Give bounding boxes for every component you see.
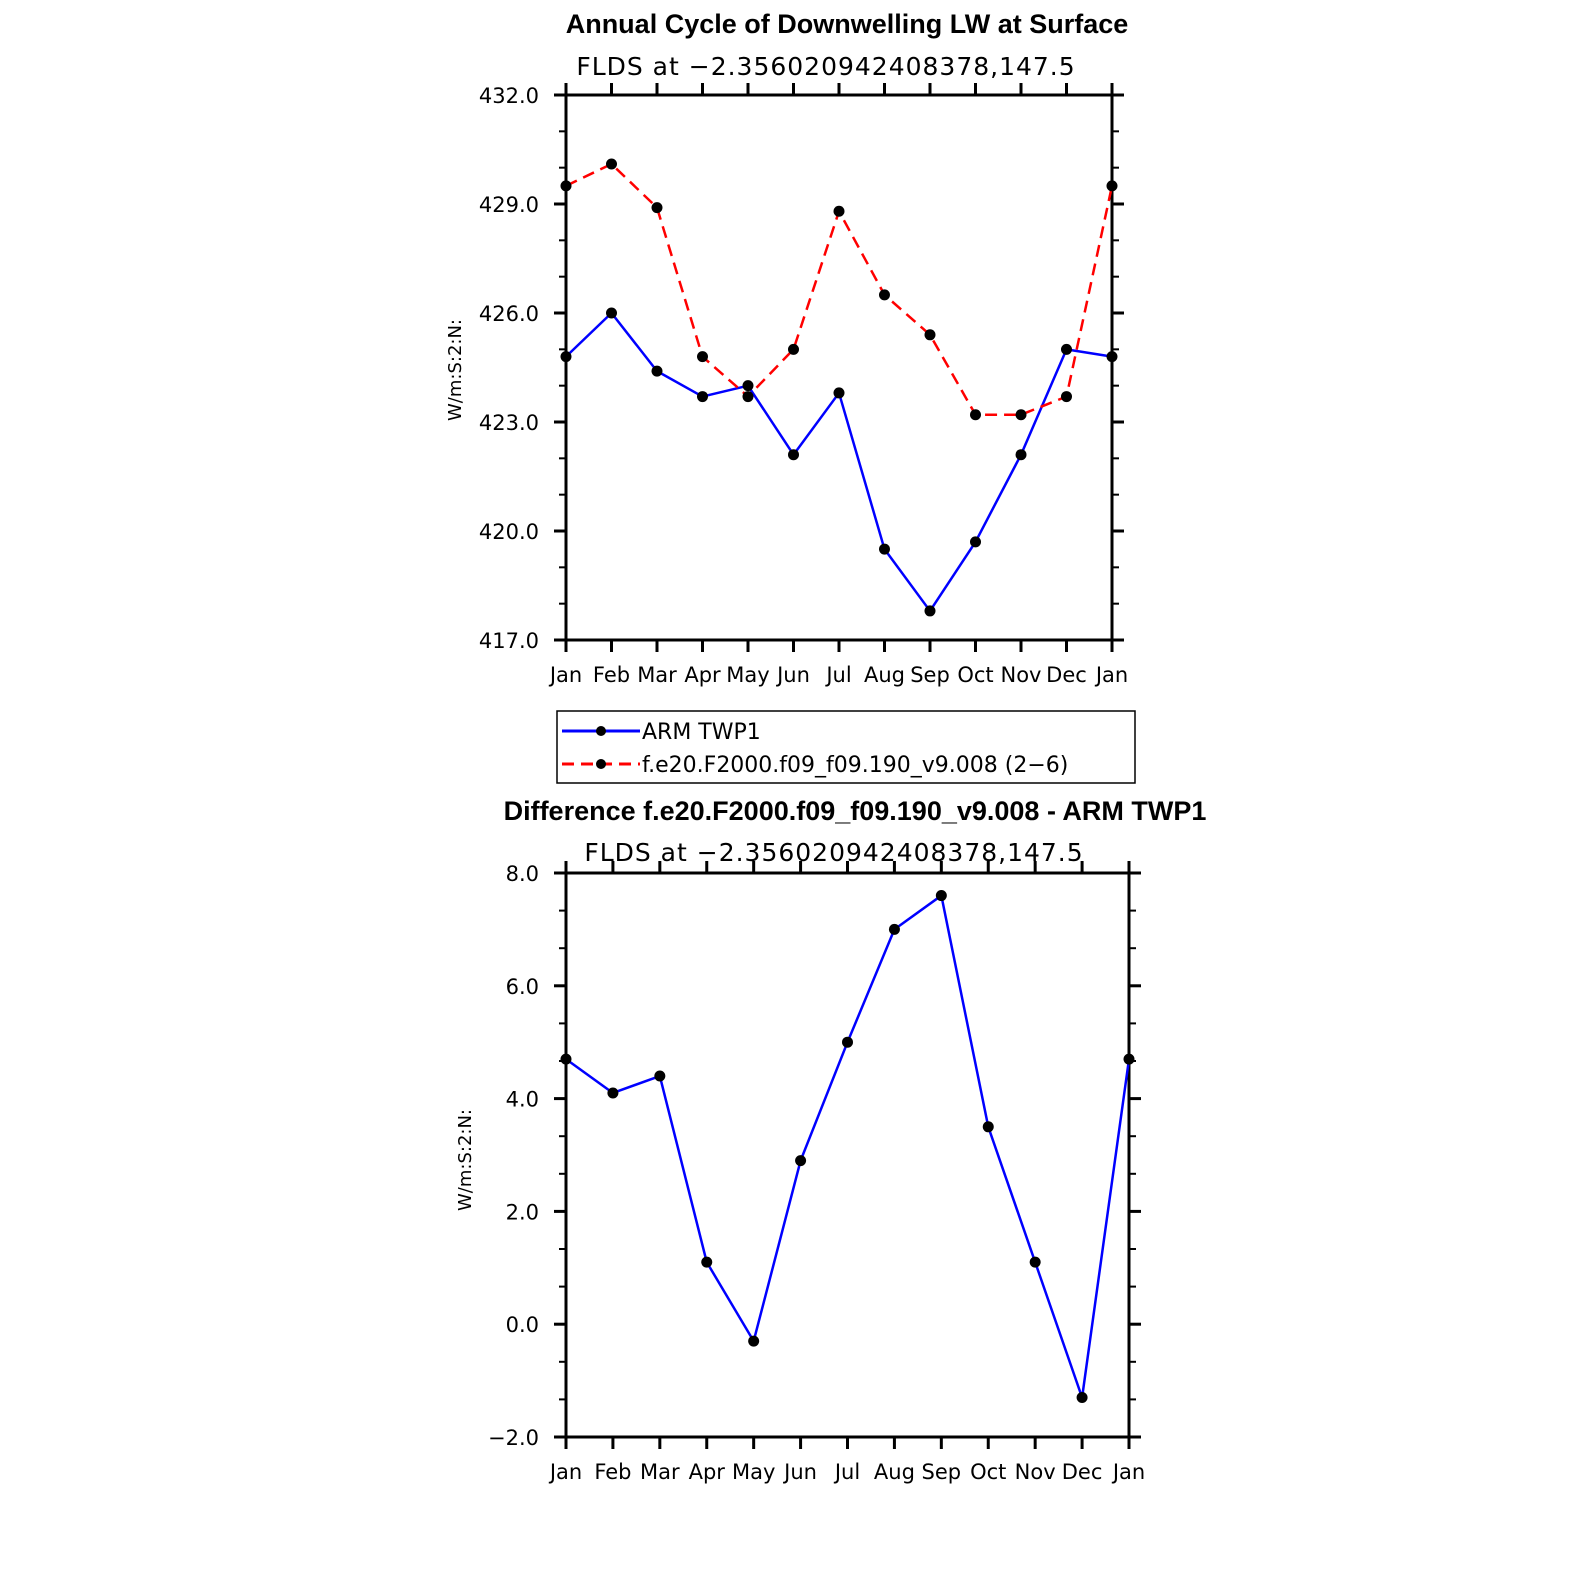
- chart1-data-point: [606, 158, 617, 170]
- chart2-data-point: [795, 1155, 807, 1167]
- chart1-plot-area: Jan Feb Mar Apr May Jun Jul Aug Sep Oct Nov Dec Jan 4…: [479, 83, 1128, 687]
- chart2-x-tick-label: Aug: [874, 1460, 915, 1484]
- legend-box: [556, 710, 1136, 784]
- chart2-x-tick-label: Dec: [1062, 1460, 1103, 1484]
- chart2-subtitle: FLDS at −2.356020942408378,147.5: [584, 838, 1083, 867]
- chart1-y-tick-label: 423.0: [479, 411, 539, 435]
- chart1-x-tick-label: Nov: [1001, 663, 1042, 687]
- chart1-data-point: [560, 351, 572, 363]
- legend-label-model: f.e20.F2000.f09_f09.190_v9.008 (2−6): [642, 753, 1068, 778]
- chart2-x-tick-label: Mar: [640, 1460, 680, 1484]
- chart1-data-point: [1015, 409, 1027, 421]
- chart2-x-tick-label: Feb: [594, 1460, 631, 1484]
- chart1-data-point: [651, 365, 663, 377]
- chart2-y-tick-label: −2.0: [488, 1426, 539, 1450]
- chart2-x-tick-label: Jun: [782, 1460, 817, 1484]
- chart1-x-tick-label: Mar: [637, 663, 677, 687]
- chart2-x-tick-label: Jan: [1111, 1460, 1145, 1484]
- chart1-x-tick-label: Oct: [957, 663, 993, 687]
- chart2-data-point: [701, 1256, 713, 1268]
- chart1-data-point: [879, 543, 890, 555]
- legend-marker-arm-twp1: [596, 726, 606, 736]
- chart2-x-tick-label: Apr: [689, 1460, 726, 1484]
- chart2-y-tick-label: 4.0: [506, 1088, 539, 1112]
- chart1-y-axis-label: W/m:S:2:N:: [445, 319, 466, 421]
- chart1-y-tick-label: 426.0: [479, 302, 539, 326]
- chart2-x-tick-label: Oct: [970, 1460, 1006, 1484]
- chart2-data-point: [560, 1053, 572, 1065]
- chart1-subtitle: FLDS at −2.356020942408378,147.5: [576, 52, 1075, 81]
- chart1-y-tick-label: 432.0: [479, 84, 539, 108]
- chart1-x-tick-label: Sep: [910, 663, 950, 687]
- chart1-data-point: [970, 409, 981, 421]
- chart2-y-tick-label: 2.0: [506, 1200, 539, 1224]
- chart2-data-point: [607, 1087, 619, 1099]
- chart1-series-line-0: [565, 311, 1113, 613]
- chart1-x-tick-label: Jul: [824, 663, 851, 687]
- chart2-x-tick-label: Nov: [1015, 1460, 1056, 1484]
- chart1-data-point: [1106, 351, 1118, 363]
- chart1-frame: [564, 93, 1114, 642]
- chart1-data-point: [788, 343, 799, 355]
- chart1-x-tick-label: Aug: [864, 663, 905, 687]
- chart1-data-point: [788, 449, 799, 461]
- chart2-y-tick-label: 0.0: [506, 1313, 539, 1337]
- chart1-data-point: [833, 205, 845, 217]
- legend-label-arm-twp1: ARM TWP1: [642, 720, 761, 745]
- chart2-data-point: [982, 1121, 994, 1133]
- chart1-x-tick-label: Jan: [548, 663, 582, 687]
- chart2-y-axis-label: W/m:S:2:N:: [455, 1109, 476, 1211]
- chart1-data-point: [1061, 391, 1072, 403]
- chart1-data-point: [651, 202, 663, 214]
- chart1-data-point: [1061, 343, 1072, 355]
- chart1-x-tick-label: Jun: [775, 663, 810, 687]
- chart2-data-point: [935, 890, 947, 902]
- chart1-y-tick-label: 429.0: [479, 193, 539, 217]
- chart2-data-point: [842, 1036, 853, 1048]
- chart1-data-point: [697, 391, 708, 403]
- chart1-data-point: [742, 380, 754, 392]
- chart2-title: Difference f.e20.F2000.f09_f09.190_v9.00…: [504, 796, 1207, 826]
- chart2-data-point: [1076, 1392, 1088, 1404]
- chart1-data-point: [879, 289, 890, 301]
- chart1-data-point: [1106, 180, 1118, 192]
- chart2-data-point: [1123, 1053, 1135, 1065]
- chart1-data-point: [560, 180, 572, 192]
- chart1-data-point: [833, 387, 845, 399]
- chart1-y-tick-label: 420.0: [479, 520, 539, 544]
- chart2-y-tick-label: 6.0: [506, 975, 539, 999]
- chart2-x-tick-label: Sep: [922, 1460, 962, 1484]
- chart2-plot-area: Jan Feb Mar Apr May Jun Jul Aug Sep Oct Nov Dec Jan−…: [488, 861, 1145, 1484]
- chart2-data-point: [654, 1070, 666, 1082]
- chart2-data-point: [888, 923, 900, 935]
- chart1-data-point: [742, 391, 754, 403]
- chart1-data-point: [924, 329, 936, 341]
- chart1-legend: ARM TWP1 f.e20.F2000.f09_f09.190_v9.008 …: [556, 710, 1136, 784]
- chart2-data-point: [748, 1335, 760, 1347]
- chart2-x-tick-label: May: [732, 1460, 775, 1484]
- chart1-data-point: [697, 351, 708, 363]
- chart2-y-tick-label: 8.0: [506, 862, 539, 886]
- chart1-x-tick-label: Dec: [1046, 663, 1087, 687]
- chart1-y-tick-label: 417.0: [479, 629, 539, 653]
- chart1-data-point: [924, 605, 936, 617]
- chart2-x-tick-label: Jan: [548, 1460, 582, 1484]
- chart2-series-line-0: [565, 894, 1131, 1399]
- chart2-frame: [564, 871, 1131, 1439]
- legend-marker-model: [596, 759, 606, 769]
- chart1-x-tick-label: Feb: [593, 663, 630, 687]
- chart1-x-tick-label: May: [726, 663, 769, 687]
- chart2-x-tick-label: Jul: [833, 1460, 860, 1484]
- chart1-title: Annual Cycle of Downwelling LW at Surfac…: [566, 9, 1129, 39]
- chart1-x-tick-label: Jan: [1094, 663, 1128, 687]
- chart1-data-point: [970, 536, 981, 548]
- chart1-x-tick-label: Apr: [684, 663, 721, 687]
- chart1-data-point: [1015, 449, 1027, 461]
- chart1-series-line-1: [565, 162, 1114, 416]
- chart1-data-point: [606, 307, 617, 319]
- chart2-data-point: [1029, 1256, 1041, 1268]
